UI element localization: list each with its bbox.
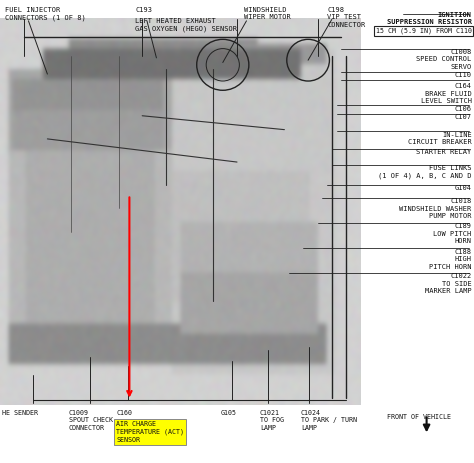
Text: C110: C110 bbox=[455, 72, 472, 78]
Text: C198
VIP TEST
CONNECTOR: C198 VIP TEST CONNECTOR bbox=[327, 7, 365, 28]
Text: C1022
TO SIDE
MARKER LAMP: C1022 TO SIDE MARKER LAMP bbox=[425, 273, 472, 294]
Text: C189
LOW PITCH
HORN: C189 LOW PITCH HORN bbox=[433, 223, 472, 244]
Text: C1009
SPOUT CHECK
CONNECTOR: C1009 SPOUT CHECK CONNECTOR bbox=[69, 410, 113, 431]
Text: FUSE LINKS
(1 OF 4) A, B, C AND D: FUSE LINKS (1 OF 4) A, B, C AND D bbox=[378, 165, 472, 179]
Text: C1021
TO FOG
LAMP: C1021 TO FOG LAMP bbox=[260, 410, 284, 431]
Text: AIR CHARGE
TEMPERATURE (ACT)
SENSOR: AIR CHARGE TEMPERATURE (ACT) SENSOR bbox=[116, 421, 184, 443]
Text: C107: C107 bbox=[455, 114, 472, 120]
Text: C1024
TO PARK / TURN
LAMP: C1024 TO PARK / TURN LAMP bbox=[301, 410, 357, 431]
Text: C188
HIGH
PITCH HORN: C188 HIGH PITCH HORN bbox=[429, 249, 472, 269]
Text: STARTER RELAY: STARTER RELAY bbox=[416, 149, 472, 155]
Text: C164
BRAKE FLUID
LEVEL SWITCH: C164 BRAKE FLUID LEVEL SWITCH bbox=[420, 83, 472, 104]
Text: 15 CM (5.9 IN) FROM C110: 15 CM (5.9 IN) FROM C110 bbox=[375, 28, 472, 34]
Text: C106: C106 bbox=[455, 106, 472, 112]
Text: C1008
SPEED CONTROL
SERVO: C1008 SPEED CONTROL SERVO bbox=[416, 49, 472, 69]
Text: IN-LINE
CIRCUIT BREAKER: IN-LINE CIRCUIT BREAKER bbox=[408, 132, 472, 145]
Text: FRONT OF VEHICLE: FRONT OF VEHICLE bbox=[387, 414, 452, 420]
Text: C1018
WINDSHIELD WASHER
PUMP MOTOR: C1018 WINDSHIELD WASHER PUMP MOTOR bbox=[400, 198, 472, 219]
Text: FUEL INJECTOR
CONNECTORS (1 OF 8): FUEL INJECTOR CONNECTORS (1 OF 8) bbox=[5, 7, 85, 21]
Text: G104: G104 bbox=[455, 185, 472, 191]
Text: LEFT HEATED EXHAUST
GAS OXYGEN (HEGO) SENSOR: LEFT HEATED EXHAUST GAS OXYGEN (HEGO) SE… bbox=[135, 18, 237, 31]
Text: IGNITION
SUPPRESSION RESISTOR: IGNITION SUPPRESSION RESISTOR bbox=[387, 12, 472, 25]
Text: HE SENDER: HE SENDER bbox=[2, 410, 38, 416]
Text: C160: C160 bbox=[116, 410, 132, 416]
Text: WINDSHIELD
WIPER MOTOR: WINDSHIELD WIPER MOTOR bbox=[244, 7, 291, 20]
Text: G105: G105 bbox=[220, 410, 237, 416]
Text: C193: C193 bbox=[135, 7, 152, 13]
